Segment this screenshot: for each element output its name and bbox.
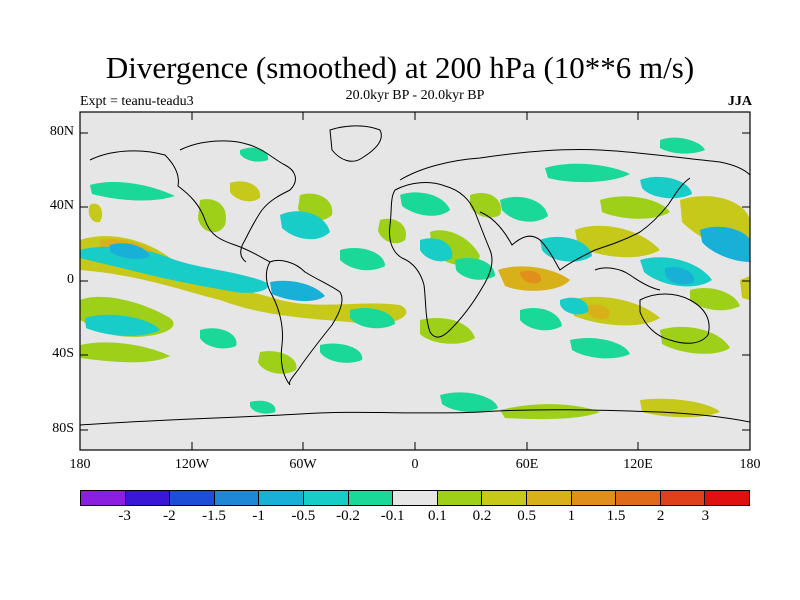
coastlines <box>80 125 750 426</box>
colorbar-label: -1 <box>252 508 265 524</box>
coast-australia <box>639 293 710 344</box>
colorbar-label: -0.2 <box>336 508 360 524</box>
coast-greenland <box>329 125 382 162</box>
x-label-60w: 60W <box>289 457 317 472</box>
colorbar-label: -2 <box>163 508 176 524</box>
map-title: Divergence (smoothed) at 200 hPa (10**6 … <box>105 50 695 85</box>
x-label-60e: 60E <box>515 457 539 472</box>
season-label: JJA <box>727 94 752 109</box>
experiment-label: Expt = teanu-teadu3 <box>80 94 194 109</box>
map-subtitle: 20.0kyr BP - 20.0kyr BP <box>345 88 485 103</box>
y-label-0: 0 <box>67 272 74 287</box>
x-label-180w: 180 <box>69 457 91 472</box>
colorbar-label: -0.5 <box>291 508 316 524</box>
colorbar-label: 2 <box>656 508 665 524</box>
coast-indonesia <box>594 267 661 291</box>
coast-africa <box>389 182 493 338</box>
colorbar-label: 1.5 <box>606 508 626 524</box>
colorbar-swatch <box>214 491 260 505</box>
colorbar-label: -3 <box>118 508 131 524</box>
colorbar-label: 0.5 <box>517 508 537 524</box>
colorbar-swatch <box>81 491 126 505</box>
coast-eurasia-north <box>399 148 750 181</box>
colorbar-swatch <box>571 491 617 505</box>
colorbar-label: -1.5 <box>202 508 226 524</box>
x-label-120e: 120E <box>623 457 653 472</box>
x-label-180e: 180 <box>739 457 761 472</box>
colorbar-swatch <box>170 491 215 505</box>
colorbar-label: 1 <box>567 508 576 524</box>
coast-north-america-east <box>179 140 296 263</box>
coast-antarctica <box>80 409 750 426</box>
colorbar-swatch <box>437 491 483 505</box>
colorbar-swatch <box>393 491 438 505</box>
colorbar-swatch <box>660 491 706 505</box>
colorbar-swatch <box>348 491 394 505</box>
axis-ticks <box>79 112 751 450</box>
x-label-0: 0 <box>411 457 419 472</box>
colorbar-swatch <box>125 491 171 505</box>
coast-eurasia-south <box>479 177 691 271</box>
y-label-80n: 80N <box>49 124 74 139</box>
x-label-120w: 120W <box>174 457 210 472</box>
colorbar-swatch <box>303 491 349 505</box>
coast-south-america <box>265 259 343 386</box>
colorbar-label: 0.2 <box>472 508 492 524</box>
colorbar-swatch <box>259 491 304 505</box>
colorbar-swatch <box>616 491 661 505</box>
y-label-40n: 40N <box>49 198 74 213</box>
y-label-40s: 40S <box>52 346 74 361</box>
colorbar <box>80 490 750 506</box>
coast-north-america-west <box>89 150 271 263</box>
colorbar-swatch <box>482 491 527 505</box>
y-label-80s: 80S <box>52 421 74 436</box>
colorbar-label: 3 <box>701 508 710 524</box>
colorbar-label: 0.1 <box>427 508 447 524</box>
field-negative <box>80 137 750 414</box>
colorbar-label: -0.1 <box>380 508 405 524</box>
colorbar-swatch <box>705 491 749 505</box>
map-field <box>80 112 750 450</box>
colorbar-swatch <box>526 491 572 505</box>
